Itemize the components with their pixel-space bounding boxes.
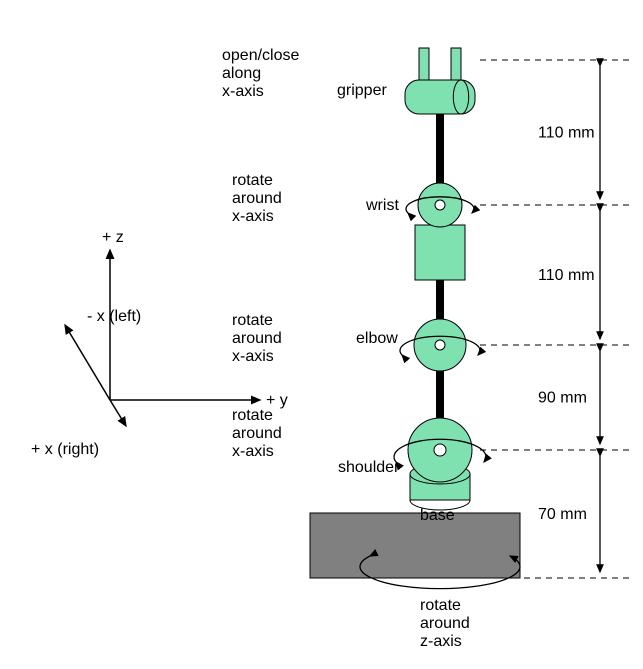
svg-text:elbow: elbow: [356, 330, 398, 347]
svg-text:x-axis: x-axis: [232, 208, 274, 225]
svg-text:rotate: rotate: [232, 172, 273, 189]
svg-text:x-axis: x-axis: [222, 83, 264, 100]
svg-text:+ z: + z: [102, 229, 124, 246]
svg-text:+ x (right): + x (right): [31, 441, 99, 458]
svg-text:along: along: [222, 65, 261, 82]
svg-text:x-axis: x-axis: [232, 443, 274, 460]
svg-text:- x (left): - x (left): [87, 308, 141, 325]
svg-text:rotate: rotate: [232, 407, 273, 424]
svg-text:110 mm: 110 mm: [538, 267, 595, 284]
svg-text:gripper: gripper: [337, 82, 387, 99]
svg-text:around: around: [232, 330, 282, 347]
svg-text:rotate: rotate: [232, 312, 273, 329]
svg-text:wrist: wrist: [365, 197, 399, 214]
svg-text:z-axis: z-axis: [420, 633, 462, 650]
svg-text:shoulder: shoulder: [338, 459, 400, 476]
svg-text:base: base: [420, 507, 455, 524]
svg-text:around: around: [232, 190, 282, 207]
svg-text:x-axis: x-axis: [232, 348, 274, 365]
svg-text:open/close: open/close: [222, 47, 299, 64]
svg-text:110 mm: 110 mm: [538, 125, 595, 142]
svg-text:90 mm: 90 mm: [538, 390, 587, 407]
svg-text:around: around: [232, 425, 282, 442]
svg-text:rotate: rotate: [420, 597, 461, 614]
svg-text:70 mm: 70 mm: [538, 506, 587, 523]
svg-text:around: around: [420, 615, 470, 632]
